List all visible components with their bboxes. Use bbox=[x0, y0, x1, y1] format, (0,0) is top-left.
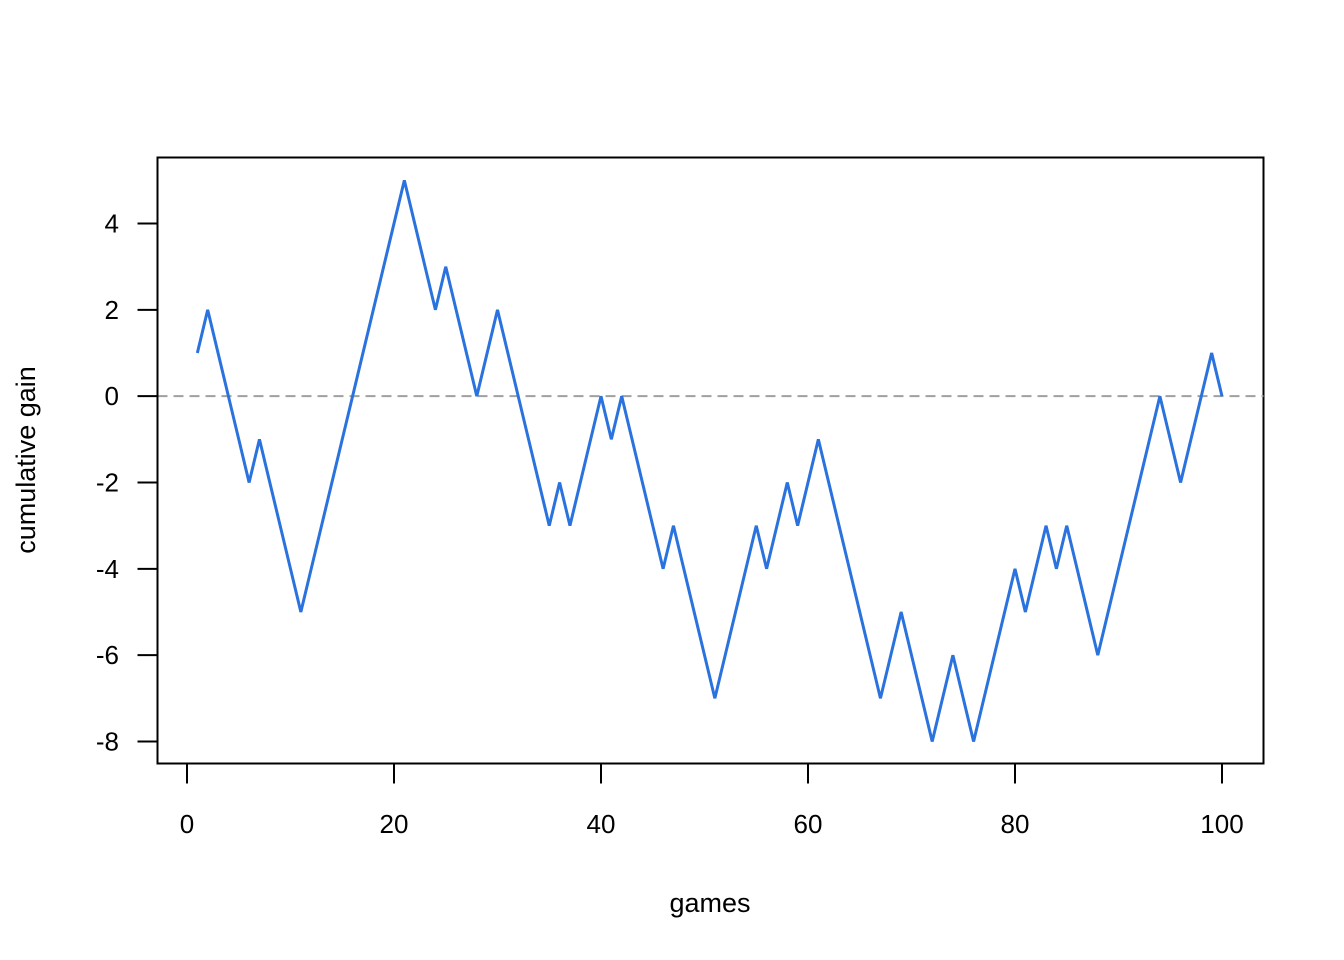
x-axis: 0 20 40 60 80 100 bbox=[180, 764, 1244, 840]
x-tick-label: 60 bbox=[794, 809, 823, 839]
y-tick-label: 0 bbox=[105, 381, 119, 411]
y-tick-label: -2 bbox=[96, 468, 119, 498]
y-tick-label: -4 bbox=[96, 554, 119, 584]
y-axis-title: cumulative gain bbox=[11, 366, 41, 554]
y-tick-label: 4 bbox=[105, 209, 119, 239]
x-tick-label: 20 bbox=[380, 809, 409, 839]
x-tick-label: 80 bbox=[1001, 809, 1030, 839]
y-axis: 4 2 0 -2 -4 -6 -8 bbox=[96, 209, 158, 757]
y-tick-label: -6 bbox=[96, 640, 119, 670]
plot-frame bbox=[158, 158, 1264, 764]
x-axis-title: games bbox=[669, 888, 750, 918]
x-tick-label: 100 bbox=[1200, 809, 1243, 839]
y-tick-label: 2 bbox=[105, 295, 119, 325]
x-tick-label: 0 bbox=[180, 809, 194, 839]
cumulative-gain-line bbox=[197, 180, 1222, 741]
x-tick-label: 40 bbox=[587, 809, 616, 839]
y-tick-label: -8 bbox=[96, 727, 119, 757]
